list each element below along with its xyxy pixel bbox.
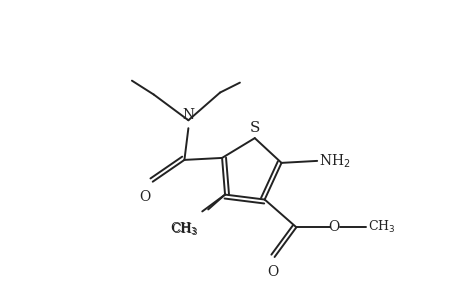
Text: NH$_2$: NH$_2$ xyxy=(319,152,350,169)
Text: O: O xyxy=(139,190,150,204)
Text: S: S xyxy=(249,121,259,135)
Text: O: O xyxy=(266,265,278,279)
Text: O: O xyxy=(328,220,339,234)
Text: CH$_3$: CH$_3$ xyxy=(367,219,394,235)
Text: N: N xyxy=(182,108,194,122)
Text: CH$_3$: CH$_3$ xyxy=(170,222,198,239)
Text: CH$_3$: CH$_3$ xyxy=(169,221,197,237)
